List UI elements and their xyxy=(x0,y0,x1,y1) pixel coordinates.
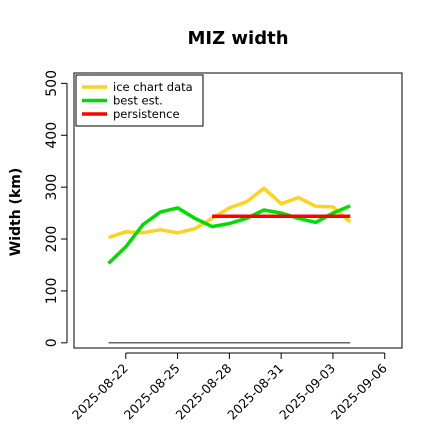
y-tick-label: 500 xyxy=(44,70,60,97)
y-tick-label: 200 xyxy=(44,226,60,253)
plot-layer xyxy=(107,186,352,344)
chart-title: MIZ width xyxy=(187,28,288,49)
y-tick-label: 0 xyxy=(44,338,60,347)
plot-frame xyxy=(73,72,403,349)
legend-label: persistence xyxy=(113,107,180,121)
y-tick-label: 300 xyxy=(44,174,60,201)
legend-label: best est. xyxy=(113,94,163,108)
legend-label: ice chart data xyxy=(113,80,193,94)
series-line-best-est xyxy=(107,204,351,265)
y-axis-label: Width (km) xyxy=(8,168,24,257)
y-tick-label: 100 xyxy=(44,278,60,305)
x-tick-label: 2025-09-06 xyxy=(328,360,390,422)
y-tick-label: 400 xyxy=(44,122,60,149)
series-line-ice-chart-data xyxy=(107,186,352,240)
